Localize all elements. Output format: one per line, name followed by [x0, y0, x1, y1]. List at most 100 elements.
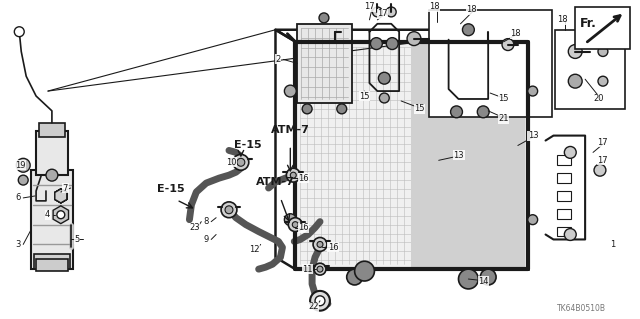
Circle shape	[480, 269, 496, 285]
Text: 10: 10	[226, 158, 237, 167]
Text: 18: 18	[429, 3, 440, 11]
Circle shape	[594, 164, 606, 176]
Text: 19: 19	[15, 161, 26, 170]
Text: 12: 12	[249, 245, 259, 254]
Circle shape	[407, 32, 421, 46]
Circle shape	[314, 263, 326, 275]
Circle shape	[528, 86, 538, 96]
Circle shape	[233, 154, 249, 170]
Circle shape	[225, 206, 233, 214]
Text: 18: 18	[510, 29, 520, 38]
Bar	[34, 254, 70, 269]
Text: 15: 15	[360, 92, 370, 100]
Text: 15: 15	[498, 94, 509, 103]
Text: 18: 18	[557, 15, 568, 24]
Text: E-15: E-15	[234, 140, 262, 151]
Bar	[557, 226, 572, 236]
Text: Fr.: Fr.	[580, 17, 597, 30]
Text: 15: 15	[414, 104, 424, 113]
Bar	[297, 24, 351, 103]
Text: 1: 1	[610, 240, 615, 249]
Circle shape	[347, 269, 362, 285]
Circle shape	[502, 39, 514, 50]
Text: 17: 17	[365, 3, 375, 11]
Circle shape	[317, 266, 323, 272]
Bar	[557, 155, 572, 165]
Circle shape	[315, 296, 325, 306]
Circle shape	[568, 45, 582, 58]
Text: 21: 21	[498, 114, 509, 123]
Circle shape	[286, 168, 300, 182]
Circle shape	[16, 158, 30, 172]
Text: 20: 20	[593, 94, 604, 103]
Bar	[295, 41, 528, 269]
Text: 6: 6	[15, 193, 20, 203]
Bar	[31, 170, 73, 269]
Bar	[556, 30, 625, 109]
Circle shape	[372, 7, 382, 17]
Text: E-15: E-15	[157, 184, 184, 194]
Text: 8: 8	[204, 217, 209, 226]
Circle shape	[317, 241, 323, 247]
Circle shape	[284, 214, 296, 226]
Text: 17: 17	[597, 156, 607, 165]
Circle shape	[46, 169, 58, 181]
Text: ATM-7: ATM-7	[271, 125, 309, 135]
Circle shape	[528, 215, 538, 225]
Text: 3: 3	[15, 240, 20, 249]
Circle shape	[568, 74, 582, 88]
Circle shape	[57, 211, 65, 219]
Circle shape	[284, 85, 296, 97]
Text: 7: 7	[63, 183, 68, 193]
Circle shape	[387, 7, 396, 17]
Circle shape	[302, 104, 312, 114]
Text: 14: 14	[478, 277, 489, 286]
Text: 9: 9	[204, 235, 209, 244]
Text: 17: 17	[378, 9, 388, 19]
Text: 13: 13	[454, 151, 464, 160]
Text: TK64B0510B: TK64B0510B	[557, 304, 607, 313]
Circle shape	[564, 146, 576, 158]
Circle shape	[289, 218, 302, 232]
Text: 16: 16	[298, 223, 309, 232]
Bar	[557, 209, 572, 219]
Text: 16: 16	[328, 243, 339, 252]
Circle shape	[292, 222, 298, 227]
Circle shape	[387, 38, 398, 49]
Circle shape	[380, 93, 389, 103]
Text: 4: 4	[45, 210, 50, 219]
Text: 22: 22	[308, 302, 319, 311]
Text: 16: 16	[298, 174, 309, 182]
Text: 5: 5	[75, 235, 80, 244]
Circle shape	[598, 76, 608, 86]
Bar	[429, 10, 552, 117]
Circle shape	[310, 291, 330, 311]
Circle shape	[598, 47, 608, 56]
Text: 11: 11	[302, 265, 313, 274]
Text: 2: 2	[275, 55, 281, 64]
Circle shape	[291, 172, 296, 178]
Circle shape	[221, 202, 237, 218]
Circle shape	[463, 24, 474, 36]
Bar	[411, 44, 525, 267]
Circle shape	[237, 158, 245, 166]
Circle shape	[319, 13, 329, 23]
Circle shape	[564, 229, 576, 241]
Text: 23: 23	[189, 223, 200, 232]
Circle shape	[378, 72, 390, 84]
Text: ATM-7: ATM-7	[256, 177, 294, 187]
Circle shape	[477, 106, 489, 118]
Circle shape	[313, 237, 327, 251]
Circle shape	[14, 27, 24, 37]
Circle shape	[451, 106, 463, 118]
Bar	[557, 191, 572, 201]
Text: 13: 13	[528, 131, 538, 140]
Circle shape	[337, 104, 347, 114]
Circle shape	[19, 175, 28, 185]
Bar	[575, 7, 630, 48]
Bar	[557, 173, 572, 183]
Circle shape	[355, 261, 374, 281]
Circle shape	[458, 269, 478, 289]
Text: 18: 18	[467, 5, 477, 14]
Bar	[36, 131, 68, 175]
